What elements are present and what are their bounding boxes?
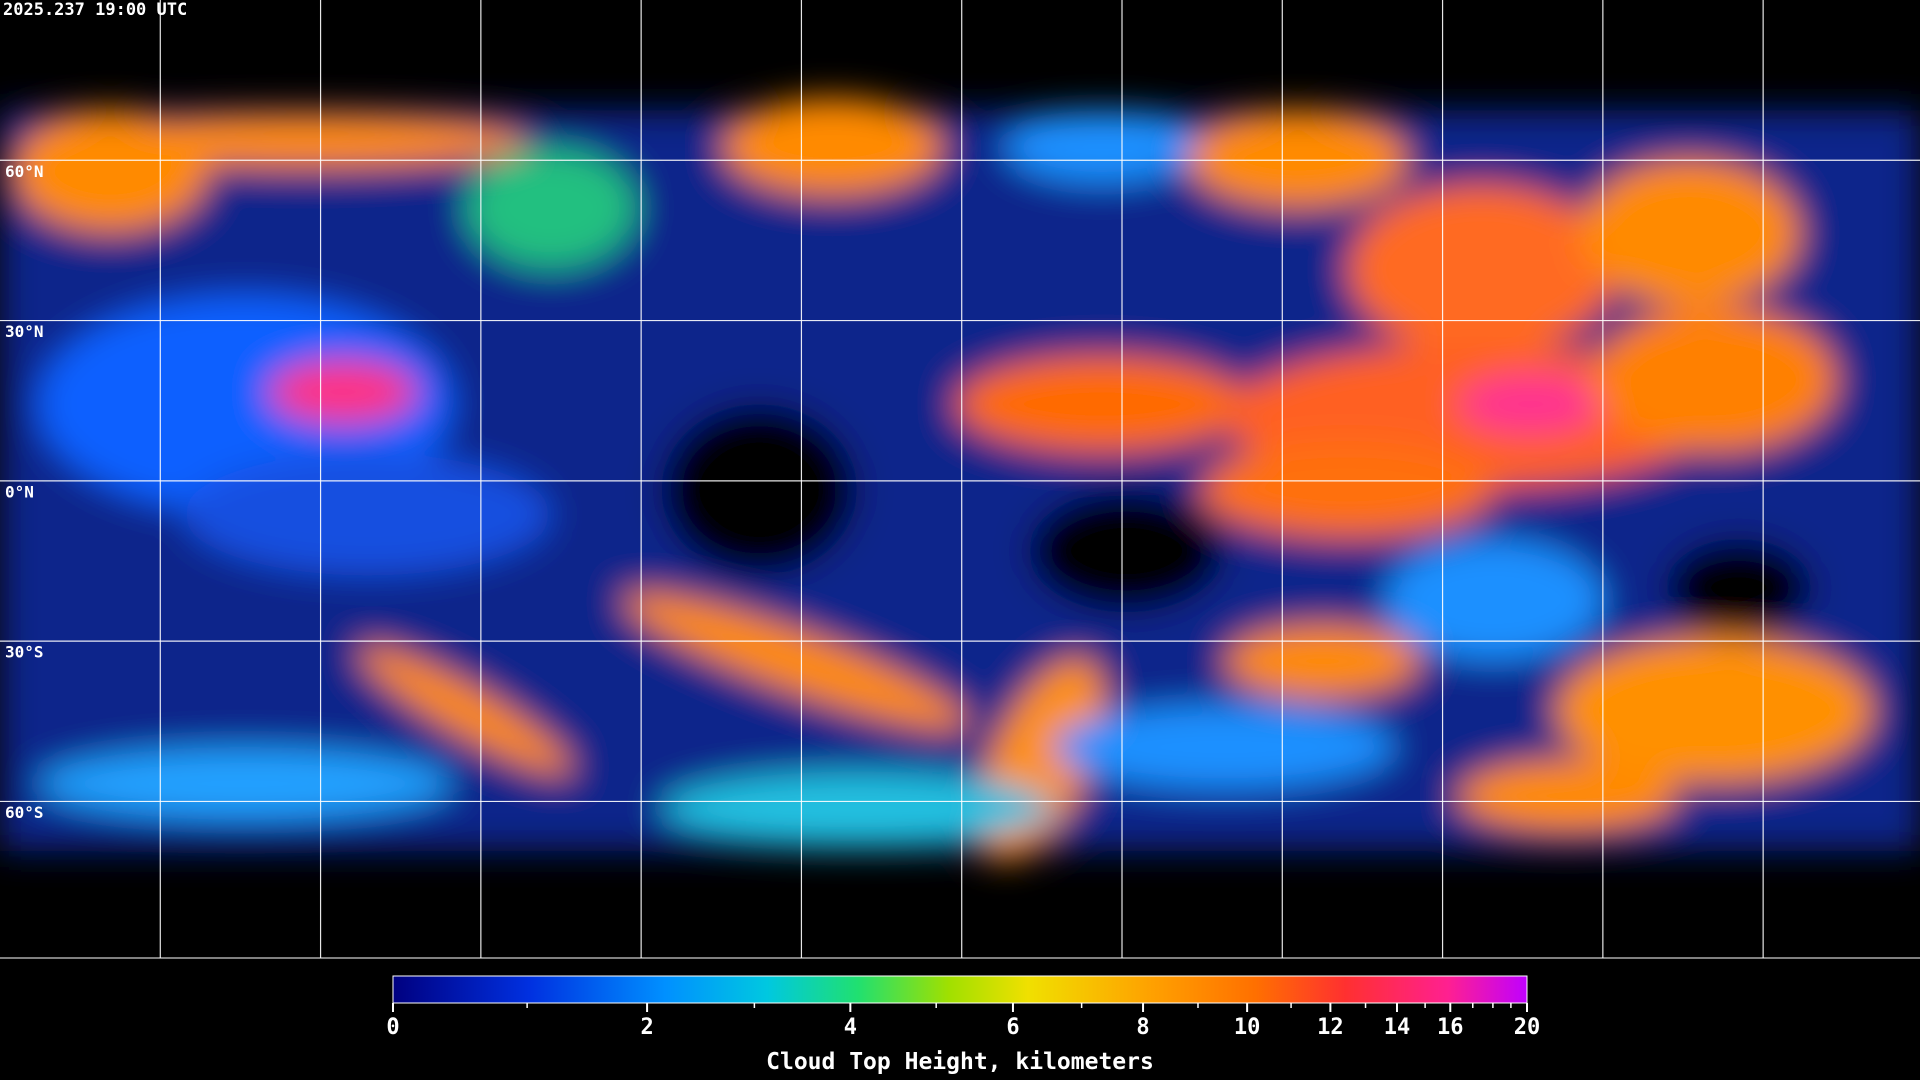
latitude-label: 0°N [5,482,34,501]
colorbar [392,975,1528,1004]
cloud-imagery [0,97,1920,862]
latitude-label: 60°S [5,803,44,822]
colorbar-tick-label: 4 [844,1015,857,1040]
colorbar-tick-label: 14 [1384,1015,1411,1040]
latitude-label: 60°N [5,162,44,181]
colorbar-tick-label: 20 [1514,1015,1541,1040]
graticule [0,0,1920,958]
colorbar-tick-label: 12 [1317,1015,1344,1040]
colorbar-tick-label: 6 [1006,1015,1019,1040]
latitude-label: 30°N [5,322,44,341]
colorbar-tick-label: 0 [386,1015,399,1040]
colorbar-tick-label: 16 [1437,1015,1464,1040]
colorbar-tick-label: 2 [640,1015,653,1040]
colorbar-tick-label: 10 [1234,1015,1261,1040]
latitude-label: 30°S [5,643,44,662]
timestamp: 2025.237 19:00 UTC [3,0,187,20]
colorbar-tick-label: 8 [1136,1015,1149,1040]
colorbar-label: Cloud Top Height, kilometers [766,1049,1154,1075]
